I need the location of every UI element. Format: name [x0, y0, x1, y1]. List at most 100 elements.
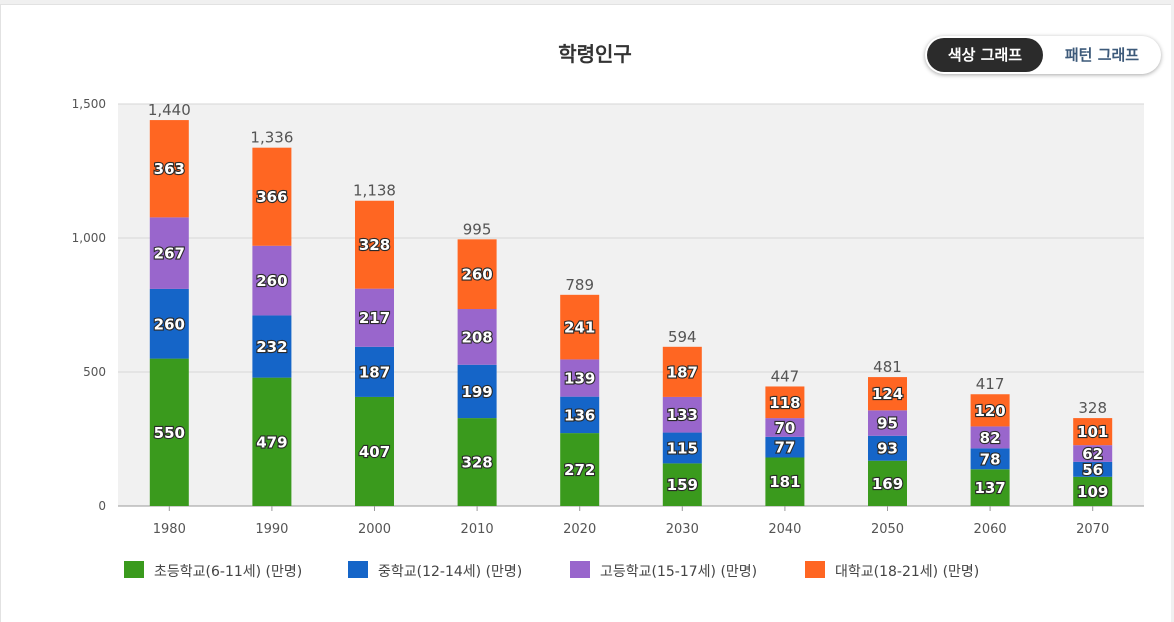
- legend-label: 중학교(12-14세) (만명): [378, 564, 523, 580]
- data-label: 77: [774, 439, 795, 457]
- data-label: 260: [461, 266, 492, 284]
- x-tick-label: 2040: [768, 522, 801, 537]
- data-label: 363: [154, 160, 185, 178]
- data-label: 272: [564, 461, 595, 479]
- bar-segment[interactable]: [765, 418, 805, 437]
- total-label: 447: [771, 367, 800, 385]
- bar-segment[interactable]: [970, 448, 1010, 470]
- data-label: 70: [774, 419, 795, 437]
- bar-segment[interactable]: [560, 359, 600, 397]
- color-graph-button[interactable]: 색상 그래프: [927, 38, 1043, 72]
- bar-segment[interactable]: [457, 418, 497, 506]
- bar-segment[interactable]: [355, 396, 394, 506]
- bar-segment[interactable]: [355, 200, 394, 289]
- legend-label: 대학교(18-21세) (만명): [835, 564, 980, 580]
- y-tick-label: 1,500: [72, 97, 106, 111]
- legend-label: 고등학교(15-17세) (만명): [600, 564, 758, 580]
- x-tick-label: 1990: [255, 522, 288, 537]
- data-label: 328: [461, 454, 492, 472]
- data-label: 479: [256, 433, 287, 451]
- legend-swatch: [805, 561, 825, 578]
- data-label: 78: [980, 450, 1001, 468]
- bar-segment[interactable]: [149, 358, 189, 506]
- data-label: 328: [359, 236, 390, 254]
- bar-segment[interactable]: [868, 460, 907, 506]
- bar-segment[interactable]: [457, 239, 497, 310]
- bar-segment[interactable]: [149, 217, 189, 289]
- bar-segment[interactable]: [355, 288, 394, 347]
- bar-segment[interactable]: [765, 457, 805, 506]
- data-label: 136: [564, 406, 595, 424]
- data-label: 56: [1082, 461, 1103, 479]
- data-label: 82: [980, 429, 1001, 447]
- data-label: 199: [461, 383, 492, 401]
- data-label: 95: [877, 415, 898, 433]
- bar-segment[interactable]: [1073, 476, 1113, 506]
- pattern-graph-button[interactable]: 패턴 그래프: [1064, 46, 1140, 64]
- x-tick-label: 2060: [974, 522, 1007, 537]
- bar-segment[interactable]: [662, 432, 702, 464]
- bar-segment[interactable]: [868, 435, 907, 461]
- total-label: 328: [1078, 399, 1107, 417]
- total-label: 789: [565, 276, 594, 294]
- bar-segment[interactable]: [662, 396, 702, 433]
- data-label: 159: [667, 476, 698, 494]
- data-label: 366: [256, 188, 287, 206]
- bar-segment[interactable]: [560, 433, 600, 506]
- data-label: 208: [461, 328, 492, 346]
- x-tick-label: 2070: [1076, 522, 1109, 537]
- data-label: 260: [154, 315, 185, 333]
- bar-segment[interactable]: [252, 245, 292, 316]
- legend-swatch: [124, 561, 144, 578]
- x-tick-label: 2000: [358, 522, 391, 537]
- data-label: 260: [256, 272, 287, 290]
- bar-segment[interactable]: [252, 377, 292, 506]
- bar-segment[interactable]: [868, 410, 907, 436]
- data-label: 241: [564, 319, 595, 337]
- view-toggle: 색상 그래프 패턴 그래프: [925, 36, 1161, 74]
- bar-segment[interactable]: [457, 364, 497, 419]
- data-label: 115: [667, 439, 698, 457]
- bar-segment[interactable]: [252, 315, 292, 378]
- data-label: 550: [154, 424, 185, 442]
- data-label: 187: [359, 363, 390, 381]
- data-label: 267: [154, 245, 185, 263]
- data-label: 109: [1077, 483, 1108, 501]
- bar-segment[interactable]: [355, 346, 394, 397]
- bar-segment[interactable]: [765, 386, 805, 419]
- bar-segment[interactable]: [1073, 418, 1113, 446]
- x-tick-label: 2020: [563, 522, 596, 537]
- total-label: 417: [976, 375, 1005, 393]
- y-tick-label: 1,000: [72, 231, 106, 245]
- data-label: 118: [769, 394, 800, 412]
- bar-segment[interactable]: [252, 147, 292, 246]
- data-label: 137: [974, 479, 1005, 497]
- data-label: 217: [359, 309, 390, 327]
- bar-segment[interactable]: [560, 294, 600, 360]
- x-tick-label: 2030: [666, 522, 699, 537]
- total-label: 1,440: [148, 101, 191, 119]
- bar-segment[interactable]: [662, 346, 702, 397]
- bar-segment[interactable]: [970, 469, 1010, 506]
- bar-segment[interactable]: [1073, 461, 1113, 477]
- total-label: 1,336: [250, 129, 293, 147]
- data-label: 407: [359, 443, 390, 461]
- data-label: 93: [877, 440, 898, 458]
- data-label: 62: [1082, 445, 1103, 463]
- bar-segment[interactable]: [457, 309, 497, 365]
- bar-segment[interactable]: [662, 463, 702, 506]
- total-label: 594: [668, 328, 697, 346]
- bar-segment[interactable]: [868, 377, 907, 411]
- total-label: 1,138: [353, 182, 396, 200]
- bar-segment[interactable]: [970, 394, 1010, 427]
- x-tick-label: 1980: [153, 522, 186, 537]
- bar-segment[interactable]: [765, 436, 805, 458]
- data-label: 232: [256, 338, 287, 356]
- bar-segment[interactable]: [1073, 445, 1113, 462]
- bar-segment[interactable]: [970, 426, 1010, 449]
- data-label: 187: [667, 363, 698, 381]
- bar-segment[interactable]: [149, 288, 189, 359]
- bar-segment[interactable]: [149, 120, 189, 218]
- bar-segment[interactable]: [560, 396, 600, 434]
